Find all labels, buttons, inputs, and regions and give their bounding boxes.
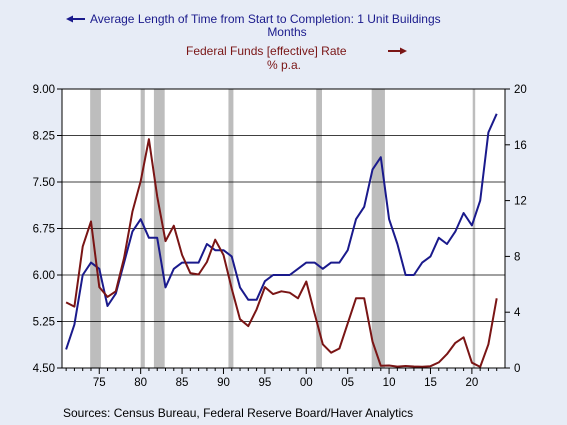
series-line-2 — [65, 138, 498, 368]
x-tick-label-05: 05 — [341, 377, 354, 389]
legend-entry-left: Average Length of Time from Start to Com… — [66, 12, 441, 39]
right-tick-label-2: 8 — [514, 251, 520, 263]
left-tick-label-6: 9.00 — [33, 84, 55, 96]
axis-ticks: 4.50 5.25 6.00 6.75 7.50 8.25 9.00 0 4 8 12 16 20 75 8… — [33, 84, 527, 389]
legend-entry-right: Federal Funds [effective] Rate % p.a. — [186, 44, 407, 72]
right-tick-label-3: 12 — [514, 196, 527, 208]
legend-series-1-name: Average Length of Time from Start to Com… — [90, 12, 441, 26]
legend-series-2-name: Federal Funds [effective] Rate — [186, 44, 347, 58]
series-lines — [65, 113, 498, 368]
left-tick-label-5: 8.25 — [33, 131, 55, 143]
legend-series-2-unit: % p.a. — [267, 58, 301, 72]
left-tick-label-1: 5.25 — [33, 317, 55, 329]
right-tick-label-4: 16 — [514, 140, 527, 152]
right-tick-label-5: 20 — [514, 84, 527, 96]
left-tick-label-2: 6.00 — [33, 270, 55, 282]
x-tick-label-20: 20 — [465, 377, 478, 389]
x-tick-label-15: 15 — [424, 377, 437, 389]
x-tick-label-10: 10 — [383, 377, 396, 389]
legend: Average Length of Time from Start to Com… — [66, 12, 441, 72]
x-tick-label-90: 90 — [217, 377, 230, 389]
legend-series-1-unit: Months — [267, 25, 306, 39]
left-tick-label-3: 6.75 — [33, 224, 55, 236]
x-tick-label-85: 85 — [176, 377, 189, 389]
right-tick-label-1: 4 — [514, 307, 521, 319]
left-tick-label-4: 7.50 — [33, 177, 55, 189]
series-line-1 — [65, 113, 498, 350]
x-tick-label-80: 80 — [134, 377, 147, 389]
legend-arrow-right-head — [400, 47, 407, 55]
legend-arrow-left-head — [66, 15, 73, 23]
x-tick-label-00: 00 — [300, 377, 313, 389]
x-tick-label-95: 95 — [258, 377, 271, 389]
source-note: Sources: Census Bureau, Federal Reserve … — [63, 406, 413, 420]
right-tick-label-0: 0 — [514, 363, 520, 375]
left-tick-label-0: 4.50 — [33, 363, 55, 375]
x-tick-label-75: 75 — [93, 377, 106, 389]
